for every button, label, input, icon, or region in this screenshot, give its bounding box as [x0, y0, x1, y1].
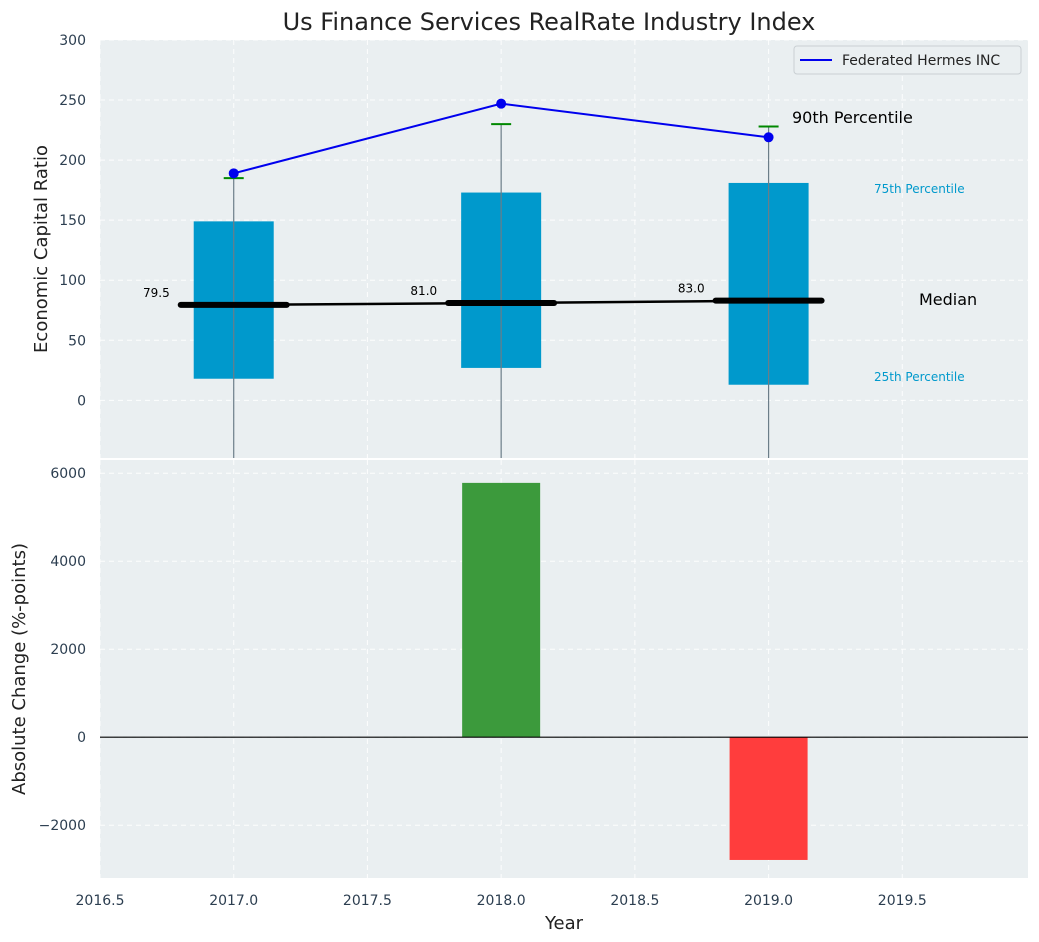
- top-y-tick-label: 50: [68, 333, 86, 349]
- top-y-tick-label: 300: [59, 33, 86, 49]
- x-tick-label: 2016.5: [76, 893, 125, 909]
- top-y-tick-label: 100: [59, 273, 86, 289]
- top-y-tick-label: 150: [59, 213, 86, 229]
- chart-title: Us Finance Services RealRate Industry In…: [283, 8, 816, 36]
- x-tick-label: 2018.0: [477, 893, 526, 909]
- medians: 79.5 81.0 83.0: [143, 282, 825, 308]
- bottom-y-ticks: −2000 0 2000 4000 6000: [39, 466, 86, 834]
- whiskers: [223, 123, 779, 458]
- bottom-y-tick-label: 4000: [50, 554, 86, 570]
- median-value-label: 81.0: [410, 284, 437, 298]
- top-y-ticks: 0 50 100 150 200 250 300: [59, 33, 86, 409]
- legend: Federated Hermes INC: [793, 45, 1022, 75]
- top-y-tick-label: 0: [77, 393, 86, 409]
- x-tick-label: 2017.5: [343, 893, 392, 909]
- series-point-federated-hermes: [763, 132, 774, 143]
- annotation-75th-percentile: 75th Percentile: [874, 182, 965, 196]
- series-point-federated-hermes: [496, 98, 507, 109]
- legend-box: [793, 45, 1022, 75]
- top-y-axis-label: Economic Capital Ratio: [31, 145, 52, 353]
- box-plot-panel: 0 50 100 150 200 250 300 79.5 81.0 83.0 90th Per…: [31, 33, 1028, 458]
- bottom-y-axis-label: Absolute Change (%-points): [9, 543, 30, 795]
- median-trend-line: [233, 299, 769, 307]
- series-point-federated-hermes: [228, 168, 239, 179]
- change-bar: [729, 737, 808, 860]
- legend-label-federated-hermes: Federated Hermes INC: [842, 53, 1000, 69]
- bottom-y-tick-label: 2000: [50, 642, 86, 658]
- bottom-y-tick-label: 0: [77, 730, 86, 746]
- top-y-tick-label: 250: [59, 93, 86, 109]
- series-lines: [228, 98, 774, 179]
- x-tick-label: 2019.5: [878, 893, 927, 909]
- x-tick-label: 2019.0: [744, 893, 793, 909]
- annotation-90th-percentile: 90th Percentile: [792, 108, 913, 127]
- x-tick-label: 2018.5: [610, 893, 659, 909]
- x-tick-label: 2017.0: [209, 893, 258, 909]
- bottom-y-tick-label: −2000: [39, 818, 86, 834]
- annotation-25th-percentile: 25th Percentile: [874, 370, 965, 384]
- change-bar: [462, 482, 541, 738]
- median-value-label: 83.0: [678, 282, 705, 296]
- bottom-plot-background: [100, 460, 1028, 878]
- x-axis-label: Year: [544, 913, 584, 934]
- x-ticks: 2016.5 2017.0 2017.5 2018.0 2018.5 2019.0 2019…: [76, 893, 927, 909]
- top-y-tick-label: 200: [59, 153, 86, 169]
- bottom-y-tick-label: 6000: [50, 466, 86, 482]
- change-bars: [462, 482, 808, 860]
- median-value-label: 79.5: [143, 286, 170, 300]
- annotation-median: Median: [919, 290, 977, 309]
